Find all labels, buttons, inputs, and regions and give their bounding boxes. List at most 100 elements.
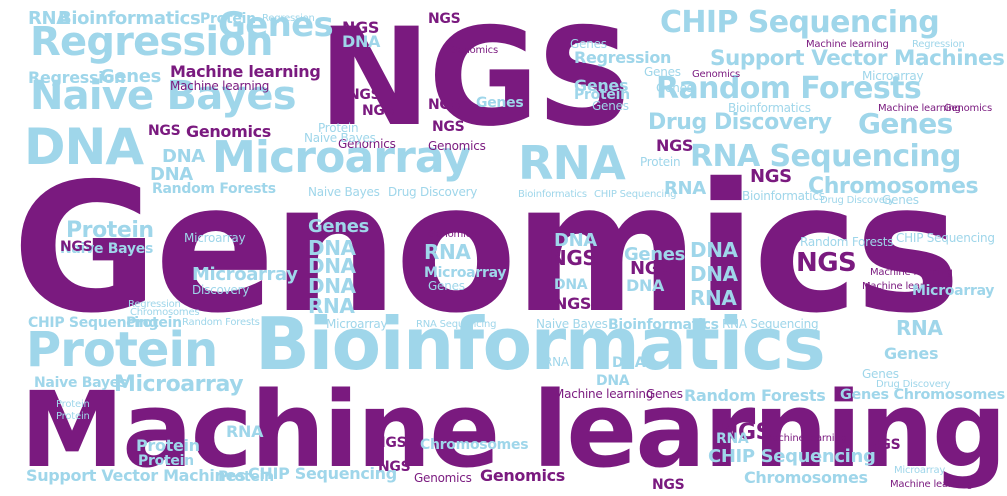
word-protein: Protein <box>136 436 200 455</box>
word-regression: Regression <box>262 13 315 24</box>
word-microarray: Microarray <box>424 265 507 281</box>
word-ngs: NGS <box>554 294 592 313</box>
word-machine-learning: Machine learning <box>890 479 973 490</box>
word-microarray: Microarray <box>912 283 995 299</box>
word-ngs: NGS <box>318 0 634 156</box>
word-drug-discovery: Drug Discovery <box>820 195 895 206</box>
word-rna-sequencing: RNA Sequencing <box>416 319 497 330</box>
word-chip-sequencing: CHIP Sequencing <box>594 189 677 200</box>
word-ngs: NGS <box>550 246 597 270</box>
word-genomics: Genomics <box>428 139 486 153</box>
word-machine-learning: Machine learning <box>764 433 847 444</box>
word-regression: Regression <box>128 299 181 310</box>
word-ngs: NGS <box>374 435 407 451</box>
word-genes: Genes <box>862 367 899 381</box>
word-rna: RNA <box>664 178 706 199</box>
word-dna: DNA <box>308 274 356 298</box>
word-protein: Protein <box>574 87 630 103</box>
word-microarray: Microarray <box>192 264 298 285</box>
word-chip-sequencing: CHIP Sequencing <box>708 446 876 467</box>
word-ngs: NGS <box>378 459 411 475</box>
word-genes: Genes <box>476 95 524 111</box>
word-regression: Regression <box>28 68 126 87</box>
word-protein: Protein <box>66 218 154 243</box>
word-machine-learning: Machine learning <box>554 387 654 401</box>
word-bioinformatics: Bioinformatics <box>742 189 825 203</box>
word-dna: DNA <box>554 277 588 293</box>
word-drug-discovery: Drug Discovery <box>876 379 951 390</box>
word-genes: Genes <box>218 5 334 45</box>
word-genomics: Genomics <box>338 137 396 151</box>
word-genomics: Genomics <box>944 103 992 114</box>
word-machine-learning: Machine learning <box>170 79 270 93</box>
word-random-forests: Random Forests <box>800 235 894 249</box>
word-microarray: Microarray <box>894 465 946 476</box>
word-dna: DNA <box>162 146 205 167</box>
word-dna: DNA <box>690 238 738 262</box>
word-bioinformatics: Bioinformatics <box>255 302 826 386</box>
word-genes: Genes <box>644 65 681 79</box>
word-genomics: Genomics <box>692 69 740 80</box>
word-protein: Protein <box>218 469 274 485</box>
word-genes: Genes <box>646 387 683 401</box>
word-ngs: NGS <box>428 11 461 27</box>
word-microarray: Microarray <box>326 317 388 331</box>
word-genomics: Genomics <box>480 466 565 485</box>
word-protein: Protein <box>56 399 90 410</box>
word-bioinformatics: Bioinformatics <box>518 189 587 200</box>
word-random-forests: Random Forests <box>152 181 276 197</box>
word-bioinformatics: Bioinformatics <box>608 317 719 333</box>
word-genes: Genes <box>308 216 369 237</box>
word-dna: DNA <box>626 276 665 295</box>
word-genes: Genes <box>428 279 465 293</box>
word-rna: RNA <box>518 136 626 190</box>
word-ngs: NGS <box>148 123 181 139</box>
word-dna: DNA <box>308 254 356 278</box>
word-genes: Genes <box>100 66 161 87</box>
word-protein: Protein <box>126 315 182 331</box>
word-rna: RNA <box>716 431 749 447</box>
word-genes: Genes <box>574 76 629 95</box>
word-regression: Regression <box>574 48 672 67</box>
word-ngs: NGS <box>652 477 685 493</box>
word-random-forests: Random Forests <box>656 71 922 106</box>
word-support-vector-machines: Support Vector Machines <box>26 466 246 485</box>
word-rna: RNA <box>544 355 569 369</box>
word-genomics: Genomics <box>428 229 476 240</box>
word-ngs: NGS <box>342 18 380 37</box>
word-ngs: NGS <box>432 119 465 135</box>
word-dna: DNA <box>342 32 381 51</box>
word-chromosomes: Chromosomes <box>420 437 529 453</box>
word-drug-discovery: Drug Discovery <box>648 110 832 135</box>
word-genes: Genes <box>570 37 607 51</box>
word-chromosomes: Chromosomes <box>744 468 868 487</box>
word-dna: DNA <box>308 236 356 260</box>
word-chip-sequencing: CHIP Sequencing <box>896 231 995 245</box>
word-genomics: Genomics <box>450 45 498 56</box>
word-ngs: NGS <box>720 420 771 445</box>
word-rna: RNA <box>690 286 737 310</box>
word-machine-learning: Machine learning <box>806 39 889 50</box>
word-machine-learning: Machine learning <box>870 267 953 278</box>
word-dna: DNA <box>690 262 738 286</box>
word-rna: RNA <box>424 240 471 264</box>
word-protein: Protein <box>640 155 681 169</box>
word-ngs: NGS <box>868 437 901 453</box>
word-ngs: NGS <box>750 166 792 187</box>
word-protein: Protein <box>138 453 194 469</box>
word-naive-bayes: Naive Bayes <box>536 317 608 331</box>
word-naive-bayes: Naive Bayes <box>304 131 376 145</box>
word-discovery: Discovery <box>192 283 250 297</box>
word-chip-sequencing: CHIP Sequencing <box>28 315 159 331</box>
word-ngs: NGS <box>362 103 395 119</box>
word-machine-learning: Machine learning <box>20 369 1007 491</box>
word-dna: DNA <box>554 230 597 251</box>
word-protein: Protein <box>26 322 218 378</box>
word-genomics: Genomics <box>186 122 271 141</box>
word-rna: RNA <box>28 8 70 29</box>
word-protein: Protein <box>318 121 359 135</box>
word-genes: Genes <box>656 81 693 95</box>
word-microarray: Microarray <box>184 231 246 245</box>
word-chip-sequencing: CHIP Sequencing <box>660 5 940 40</box>
